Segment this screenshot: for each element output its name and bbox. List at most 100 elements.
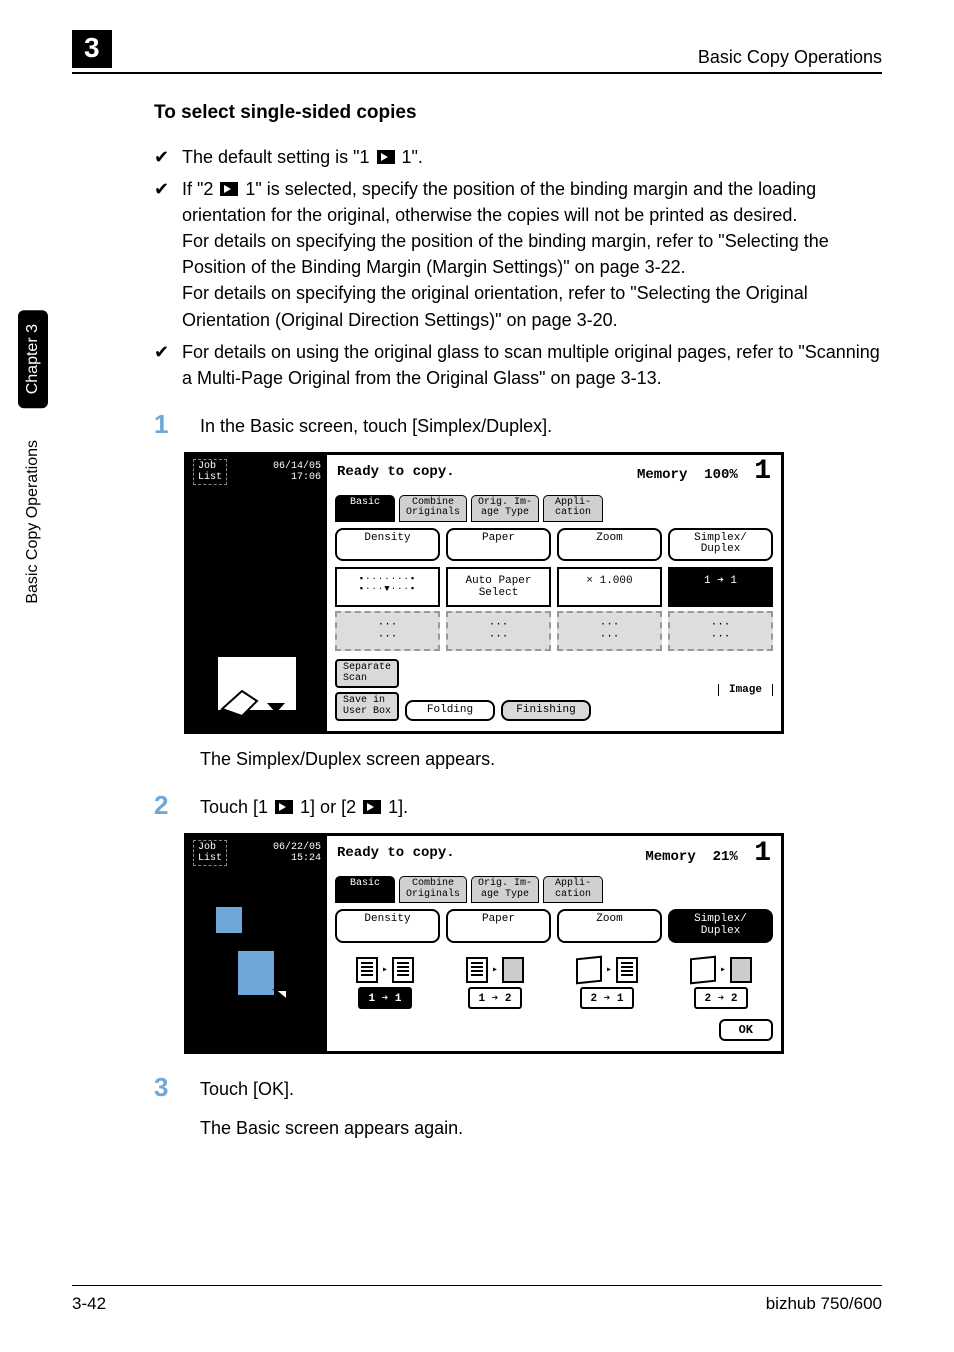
duplex-value: 1 ➔ 1 — [668, 567, 773, 607]
page-number: 3-42 — [72, 1294, 106, 1314]
copy-count: 1 — [754, 456, 771, 487]
step-1: 1 In the Basic screen, touch [Simplex/Du… — [154, 409, 882, 440]
job-list-button[interactable]: Job List — [193, 459, 227, 485]
chapter-number: 3 — [72, 30, 112, 68]
step-number: 3 — [154, 1072, 178, 1103]
side-tab-section: Basic Copy Operations — [18, 426, 48, 618]
status-text: Ready to copy. — [337, 845, 455, 861]
header-title: Basic Copy Operations — [698, 47, 882, 68]
lcd-duplex-screen: Job List 06/22/05 15:24 Ready to copy. M… — [184, 833, 784, 1053]
option-label: 1 ➔ 2 — [468, 987, 521, 1009]
option-label: 1 ➔ 1 — [358, 987, 411, 1009]
density-button[interactable]: Density — [335, 528, 440, 561]
paper-button[interactable]: Paper — [446, 909, 551, 942]
density-button[interactable]: Density — [335, 909, 440, 942]
sheet-icon — [616, 957, 638, 983]
tab-orig-image[interactable]: Orig. Im- age Type — [471, 876, 539, 903]
arrow-icon: ▸ — [492, 964, 498, 976]
folding-button[interactable]: Folding — [405, 700, 495, 722]
step-2: 2 Touch [1 1] or [2 1]. — [154, 790, 882, 821]
paper-button[interactable]: Paper — [446, 528, 551, 561]
page-header: 3 Basic Copy Operations — [72, 30, 882, 74]
tab-basic[interactable]: Basic — [335, 876, 395, 903]
text: 1" is selected, specify the position of … — [182, 179, 816, 225]
sheet-icon — [502, 957, 524, 983]
placeholder: ······ — [446, 611, 551, 651]
check-list: The default setting is "1 1". If "2 1" i… — [154, 144, 882, 391]
density-indicator: ▪·······▪▪···▼···▪ — [335, 567, 440, 607]
placeholder: ······ — [335, 611, 440, 651]
check-item: For details on using the original glass … — [154, 339, 882, 391]
book-icon — [690, 955, 716, 984]
simplex-duplex-button[interactable]: Simplex/ Duplex — [668, 528, 773, 561]
memory-label: Memory — [645, 849, 695, 865]
tab-orig-image[interactable]: Orig. Im- age Type — [471, 495, 539, 522]
side-tabs: Chapter 3 Basic Copy Operations — [18, 310, 48, 618]
tab-combine[interactable]: Combine Originals — [399, 495, 467, 522]
zoom-value: × 1.000 — [557, 567, 662, 607]
arrow-icon — [377, 150, 395, 164]
option-label: 2 ➔ 1 — [580, 987, 633, 1009]
job-list-button[interactable]: Job List — [193, 840, 227, 866]
check-item: If "2 1" is selected, specify the positi… — [154, 176, 882, 333]
step-3-note: The Basic screen appears again. — [200, 1115, 882, 1141]
tab-combine[interactable]: Combine Originals — [399, 876, 467, 903]
preview-pane — [187, 489, 327, 731]
paper-value: Auto Paper Select — [446, 567, 551, 607]
tab-application[interactable]: Appli- cation — [543, 876, 603, 903]
text: For details on specifying the original o… — [182, 283, 808, 329]
preview-pane — [187, 870, 327, 1050]
text: 1]. — [383, 797, 408, 817]
arrow-icon — [220, 182, 238, 196]
copy-count: 1 — [754, 838, 771, 869]
step-number: 2 — [154, 790, 178, 821]
datetime: 06/22/05 15:24 — [273, 842, 321, 864]
sheet-icon — [730, 957, 752, 983]
step-text: Touch [1 1] or [2 1]. — [200, 790, 408, 820]
arrow-icon — [363, 800, 381, 814]
step-1-note: The Simplex/Duplex screen appears. — [200, 746, 882, 772]
simplex-duplex-button[interactable]: Simplex/ Duplex — [668, 909, 773, 942]
sheet-icon — [392, 957, 414, 983]
datetime: 06/14/05 17:06 — [273, 461, 321, 483]
text: For details on using the original glass … — [182, 342, 880, 388]
placeholder: ······ — [557, 611, 662, 651]
step-3: 3 Touch [OK]. — [154, 1072, 882, 1103]
section-heading: To select single-sided copies — [154, 102, 882, 124]
option-2to1[interactable]: ▸ 2 ➔ 1 — [576, 957, 638, 1009]
finishing-button[interactable]: Finishing — [501, 700, 591, 722]
lcd-basic-screen: Job List 06/14/05 17:06 Ready to copy. M… — [184, 452, 784, 734]
document-icon — [207, 651, 307, 721]
book-icon — [576, 955, 602, 984]
step-text: In the Basic screen, touch [Simplex/Dupl… — [200, 409, 552, 439]
tab-application[interactable]: Appli- cation — [543, 495, 603, 522]
option-2to2[interactable]: ▸ 2 ➔ 2 — [690, 957, 752, 1009]
step-number: 1 — [154, 409, 178, 440]
document-duplex-icon — [207, 900, 307, 1020]
arrow-icon — [275, 800, 293, 814]
arrow-icon: ▸ — [720, 964, 726, 976]
option-label: 2 ➔ 2 — [694, 987, 747, 1009]
arrow-icon: ▸ — [606, 964, 612, 976]
side-tab-chapter: Chapter 3 — [18, 310, 48, 408]
save-userbox-button[interactable]: Save in User Box — [335, 692, 399, 721]
memory-label: Memory — [637, 467, 687, 483]
zoom-button[interactable]: Zoom — [557, 528, 662, 561]
option-1to1[interactable]: ▸ 1 ➔ 1 — [356, 957, 414, 1009]
image-label: Image — [718, 684, 773, 696]
memory-value: 100% — [704, 467, 738, 483]
check-item: The default setting is "1 1". — [154, 144, 882, 170]
option-1to2[interactable]: ▸ 1 ➔ 2 — [466, 957, 524, 1009]
page-footer: 3-42 bizhub 750/600 — [72, 1285, 882, 1314]
sheet-icon — [466, 957, 488, 983]
separate-scan-button[interactable]: Separate Scan — [335, 659, 399, 688]
ok-button[interactable]: OK — [719, 1019, 773, 1041]
text: 1". — [397, 147, 423, 167]
memory-value: 21% — [713, 849, 738, 865]
zoom-button[interactable]: Zoom — [557, 909, 662, 942]
tab-basic[interactable]: Basic — [335, 495, 395, 522]
placeholder: ······ — [668, 611, 773, 651]
text: Touch [1 — [200, 797, 273, 817]
step-text: Touch [OK]. — [200, 1072, 294, 1102]
model-name: bizhub 750/600 — [766, 1294, 882, 1314]
